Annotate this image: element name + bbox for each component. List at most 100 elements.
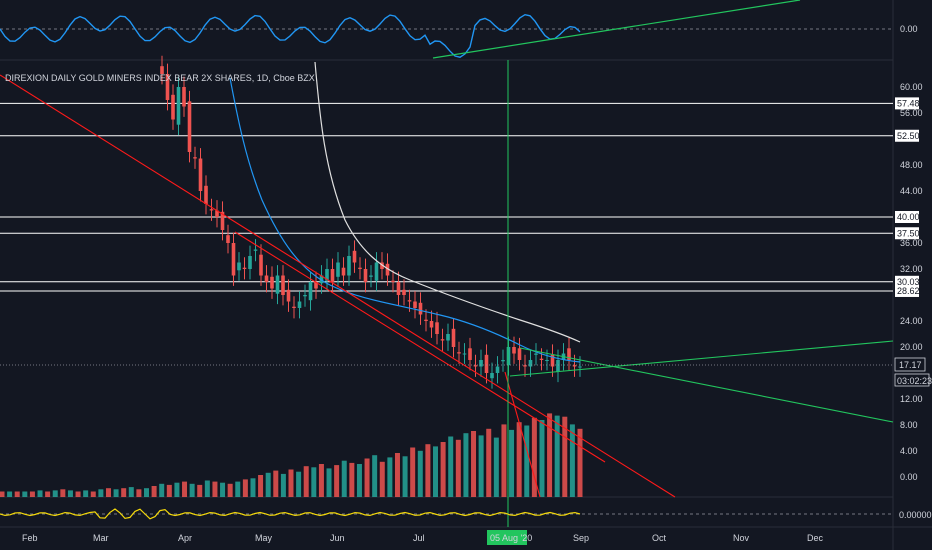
oscillator-top-pane: [0, 0, 893, 60]
candle-body: [347, 256, 351, 276]
candle-body: [303, 295, 307, 297]
candle-body: [182, 87, 186, 107]
volume-bar: [448, 436, 454, 497]
candle-body: [292, 306, 296, 308]
candle-body: [330, 269, 335, 282]
price-tick-label: 12.00: [900, 394, 923, 404]
volume-bar: [250, 478, 256, 497]
date-marker-badge: [487, 530, 527, 545]
candle-body: [457, 352, 461, 354]
candle-body: [226, 235, 230, 243]
volume-bar: [364, 458, 370, 497]
volume-bar: [440, 442, 446, 497]
candle-body: [319, 275, 324, 284]
date-marker-label: 05 Aug '20: [490, 533, 532, 543]
price-axis-ticks: 60.00 56.00 48.00 44.00 36.00 32.00 24.00 20.00…: [900, 82, 923, 482]
volume-bar: [577, 428, 583, 497]
volume-bar: [174, 482, 180, 497]
candle-body: [385, 263, 390, 276]
candle-body: [242, 267, 247, 269]
price-tick-label: 36.00: [900, 238, 923, 248]
volume-bar: [356, 464, 362, 497]
candle-body: [407, 300, 412, 302]
volume-bar: [0, 491, 5, 497]
volume-bar: [220, 482, 226, 497]
volume-bar: [531, 417, 537, 497]
month-label: Jul: [413, 533, 425, 543]
volume-bar: [197, 484, 203, 497]
volume-bar: [113, 489, 119, 497]
month-label: Nov: [733, 533, 750, 543]
volume-bar: [326, 468, 332, 497]
candle-body: [193, 157, 197, 159]
level-label: 28.62: [897, 286, 920, 296]
price-tick-label: 44.00: [900, 186, 923, 196]
volume-bar: [394, 453, 400, 497]
candle-body: [380, 262, 384, 269]
candle-body: [567, 348, 571, 360]
candle-body: [374, 262, 379, 281]
candle-body: [325, 269, 329, 281]
candle-body: [237, 262, 241, 271]
level-label-badge: [895, 284, 919, 297]
candle-body: [468, 348, 472, 360]
month-label: Mar: [93, 533, 109, 543]
trend-red-lower: [234, 231, 606, 463]
volume-bar: [227, 483, 233, 497]
candle-body: [204, 185, 208, 204]
volume-bar: [7, 491, 13, 497]
level-label-badge: [895, 275, 919, 288]
volume-bar: [539, 420, 545, 497]
candle-body: [358, 267, 362, 269]
month-label: Sep: [573, 533, 589, 543]
candle-body: [512, 347, 516, 354]
candle-body: [363, 269, 368, 282]
candle-body: [352, 250, 357, 263]
candle-body: [259, 254, 263, 276]
volume-bar: [379, 461, 385, 497]
volume-bar: [349, 462, 355, 497]
trend-green-lower: [519, 347, 894, 423]
candle-body: [264, 275, 269, 282]
volume-bar: [105, 488, 111, 497]
volume-bar: [372, 455, 378, 497]
volume-bar: [151, 486, 157, 497]
volume-bar: [516, 422, 522, 497]
volume-bar: [136, 489, 142, 497]
volume-bar: [433, 446, 438, 497]
volume-bar: [311, 467, 317, 497]
level-label: 57.48: [897, 98, 920, 108]
candle-body: [495, 366, 500, 373]
volume-bar: [60, 489, 66, 497]
candle-body: [248, 256, 252, 269]
candle-body: [281, 275, 285, 295]
candle-body: [429, 321, 434, 328]
candle-body: [572, 365, 577, 367]
price-tick-label: 60.00: [900, 82, 923, 92]
volume-bar: [463, 433, 469, 497]
volume-bar: [318, 464, 324, 497]
trend-red-short: [504, 371, 541, 498]
price-tick-label: 48.00: [900, 160, 923, 170]
volume-bar: [52, 490, 58, 497]
candle-body: [198, 158, 203, 191]
oscillator-bottom-pane: [0, 497, 893, 527]
candle-body: [539, 358, 544, 360]
volume-bar: [212, 481, 218, 497]
month-label: Apr: [178, 533, 192, 543]
osc-top-zero-label: 0.00: [900, 24, 918, 34]
candle-body: [253, 249, 258, 251]
price-tick-label: 32.00: [900, 264, 923, 274]
volume-bars: [0, 413, 583, 497]
candle-body: [418, 302, 423, 315]
volume-bar: [501, 424, 507, 497]
volume-bar: [303, 466, 309, 497]
candle-body: [550, 354, 555, 367]
volume-bar: [334, 465, 340, 497]
candle-body: [286, 289, 291, 302]
volume-bar: [90, 491, 96, 497]
chart-title: DIREXION DAILY GOLD MINERS INDEX BEAR 2X…: [5, 73, 315, 83]
level-label: 52.50: [897, 131, 920, 141]
volume-bar: [45, 491, 51, 497]
